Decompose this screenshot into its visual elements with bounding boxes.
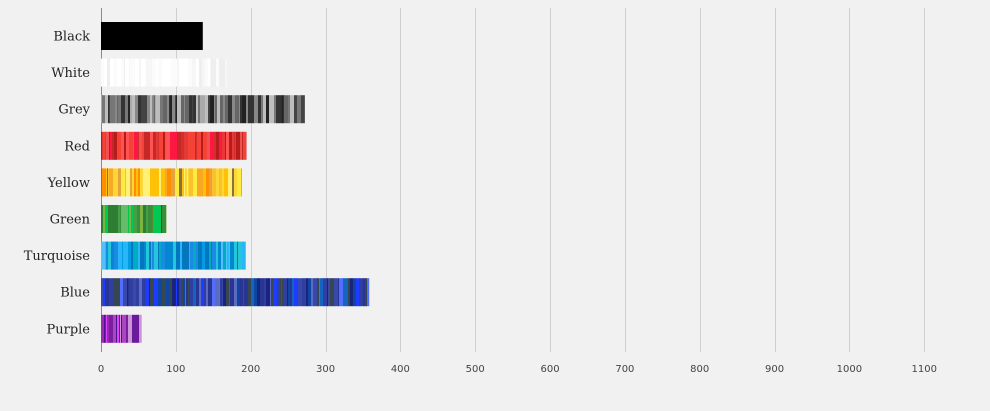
x-tick-label: 900 [765, 364, 784, 375]
bar-white [101, 58, 228, 87]
x-tick-label: 1000 [837, 364, 862, 375]
bar-blue [101, 278, 370, 307]
bar-yellow [101, 168, 242, 197]
category-label-blue: Blue [60, 286, 90, 301]
x-tick-label: 1100 [912, 364, 937, 375]
category-label-purple: Purple [46, 322, 90, 337]
category-label-black: Black [53, 30, 90, 45]
bar-green [101, 205, 167, 233]
x-tick-label: 800 [690, 364, 709, 375]
category-label-turquoise: Turquoise [24, 249, 91, 264]
x-tick-label: 300 [316, 364, 335, 375]
bars [101, 22, 370, 343]
category-label-grey: Grey [58, 103, 90, 118]
x-tick-label: 500 [466, 364, 485, 375]
x-tick-label: 700 [615, 364, 634, 375]
x-tick-labels: 0 100 200 300 400 500 600 700 800 900 1000 1100 [98, 364, 937, 375]
bar-black [101, 22, 203, 50]
bar-turquoise [101, 241, 246, 270]
bar-red [101, 131, 247, 160]
bar-purple [101, 314, 142, 343]
category-labels: Black White Grey Red Yellow Green Turquoise Blu… [24, 30, 91, 338]
x-tick-label: 600 [540, 364, 559, 375]
x-tick-label: 200 [241, 364, 260, 375]
category-label-yellow: Yellow [47, 176, 90, 191]
x-tick-label: 100 [166, 364, 185, 375]
category-label-red: Red [64, 139, 90, 154]
category-label-white: White [51, 66, 90, 81]
x-tick-label: 0 [98, 364, 104, 375]
category-label-green: Green [50, 213, 91, 228]
x-tick-label: 400 [391, 364, 410, 375]
bar-grey [101, 95, 305, 124]
